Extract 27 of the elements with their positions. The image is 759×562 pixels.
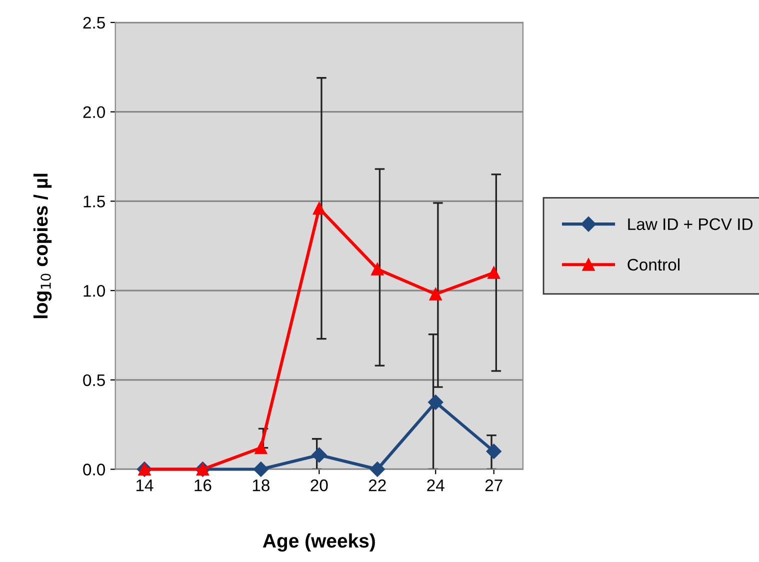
point [254, 442, 268, 454]
x-tick-label: 14 [136, 480, 154, 492]
y-axis-title: log$_{10}$ copies / µl [33, 174, 52, 318]
y-tick-label: 2.5 [83, 16, 105, 29]
point [488, 266, 500, 279]
x-tick-label: 16 [194, 479, 212, 492]
legend-label: Law ID + PCV ID [628, 218, 752, 230]
y-tick-label: 0.0 [83, 464, 105, 476]
point [428, 394, 444, 410]
point [312, 447, 327, 463]
y-tick-label: 1.5 [84, 196, 105, 208]
y-tick-label: 1.0 [84, 284, 105, 297]
y-tick-label: 0.5 [83, 374, 105, 386]
x-tick-label: 27 [485, 479, 502, 492]
x-tick-label: 20 [310, 479, 328, 492]
point [253, 462, 269, 477]
x-tick-label: 18 [252, 479, 270, 492]
y-tick-label: 2.0 [83, 106, 105, 118]
x-axis-title: Age (weeks) [262, 533, 375, 552]
point [371, 262, 384, 276]
x-tick-label: 24 [427, 479, 444, 492]
point [312, 202, 326, 215]
x-tick-label: 22 [368, 479, 386, 492]
point [429, 288, 442, 300]
legend-label: Control [628, 258, 680, 271]
point [370, 462, 385, 477]
point [486, 444, 502, 459]
